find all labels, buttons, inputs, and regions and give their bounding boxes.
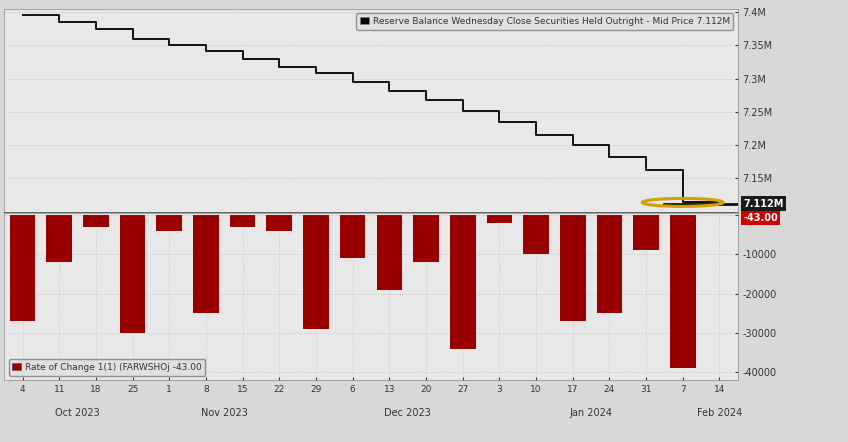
Text: Feb 2024: Feb 2024: [697, 408, 742, 418]
Bar: [230, 215, 255, 227]
Bar: [303, 215, 329, 329]
Bar: [413, 215, 439, 262]
Bar: [9, 215, 36, 321]
Text: Jan 2024: Jan 2024: [570, 408, 612, 418]
Text: Oct 2023: Oct 2023: [55, 408, 100, 418]
Bar: [120, 215, 146, 333]
Bar: [596, 215, 622, 313]
Text: Nov 2023: Nov 2023: [201, 408, 248, 418]
Text: 7.112M: 7.112M: [744, 199, 784, 209]
Bar: [340, 215, 365, 258]
Bar: [560, 215, 586, 321]
Text: -43.00: -43.00: [744, 213, 778, 223]
Legend: Reserve Balance Wednesday Close Securities Held Outright - Mid Price 7.112M: Reserve Balance Wednesday Close Securiti…: [356, 13, 734, 30]
Bar: [523, 215, 549, 254]
Text: Dec 2023: Dec 2023: [384, 408, 431, 418]
Legend: Rate of Change 1(1) (FARWSHOj -43.00: Rate of Change 1(1) (FARWSHOj -43.00: [8, 359, 205, 376]
Bar: [377, 215, 402, 290]
Bar: [449, 215, 476, 349]
Bar: [193, 215, 219, 313]
Bar: [670, 215, 695, 368]
Bar: [83, 215, 109, 227]
Bar: [633, 215, 659, 250]
Bar: [156, 215, 182, 231]
Bar: [47, 215, 72, 262]
Bar: [487, 215, 512, 223]
Bar: [266, 215, 293, 231]
